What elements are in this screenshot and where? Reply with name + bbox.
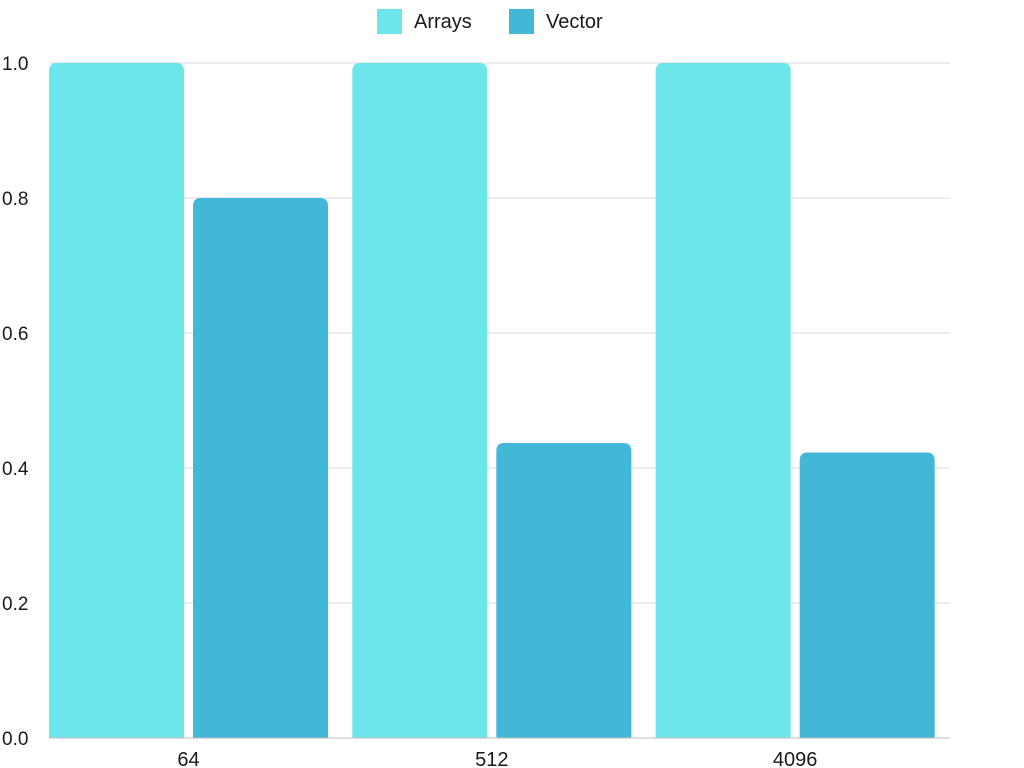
y-axis: 0.0 0.2 0.4 0.6 0.8 1.0 (2, 54, 29, 750)
bar-arrays-64 (49, 63, 184, 738)
bar-vector-512 (496, 443, 632, 738)
x-tick-label: 4096 (773, 749, 818, 768)
y-tick-label: 0.8 (2, 189, 28, 210)
chart-legend: Arrays Vector (377, 9, 603, 34)
bar-arrays-4096 (655, 63, 791, 738)
y-tick-label: 0.6 (2, 324, 28, 345)
x-tick-label: 64 (177, 749, 199, 768)
y-tick-label: 0.0 (2, 729, 28, 750)
legend-label-vector: Vector (546, 11, 603, 33)
bar-vector-64 (193, 198, 328, 738)
y-tick-label: 0.2 (2, 594, 28, 615)
bars (49, 63, 935, 738)
bar-arrays-512 (352, 63, 488, 738)
y-tick-label: 0.4 (2, 459, 29, 480)
x-axis: 64 512 4096 (49, 737, 950, 768)
legend-swatch-arrays (377, 9, 402, 34)
legend-swatch-vector (509, 9, 534, 34)
legend-label-arrays: Arrays (414, 11, 472, 33)
bar-vector-4096 (799, 452, 935, 738)
y-tick-label: 1.0 (2, 54, 28, 75)
x-tick-label: 512 (475, 749, 508, 768)
